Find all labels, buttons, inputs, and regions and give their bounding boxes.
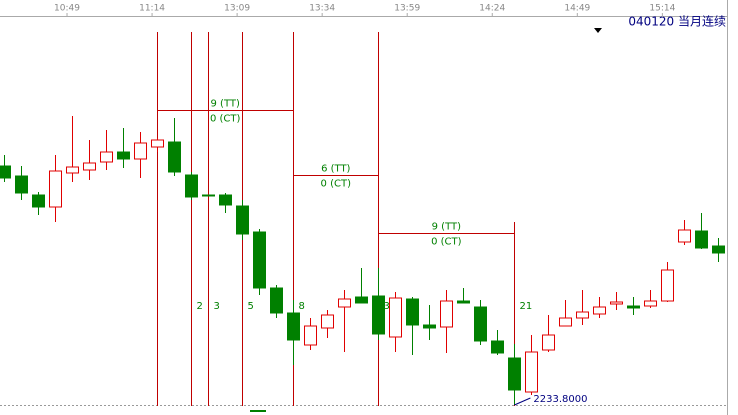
marker-count: 21 bbox=[520, 301, 533, 312]
range-tt: 6 (TT) bbox=[321, 164, 350, 175]
candle-body bbox=[338, 298, 351, 308]
candle-body bbox=[151, 139, 164, 148]
x-tick-label: 15:14 bbox=[649, 4, 675, 14]
scroll-marker bbox=[250, 410, 266, 412]
marker-count: 5 bbox=[248, 301, 254, 312]
marker-count: 8 bbox=[299, 301, 305, 312]
candle-body bbox=[576, 311, 589, 319]
candle-body bbox=[389, 297, 402, 338]
candle-body bbox=[321, 314, 334, 329]
candle-body bbox=[423, 324, 436, 329]
range-tt: 9 (TT) bbox=[211, 99, 240, 110]
candle-body bbox=[0, 165, 11, 179]
x-tick-label: 14:24 bbox=[479, 4, 505, 14]
x-tick-label: 14:49 bbox=[564, 4, 590, 14]
candle-body bbox=[287, 312, 300, 341]
candle-body bbox=[457, 300, 470, 304]
x-tick-label: 10:49 bbox=[54, 4, 80, 14]
candle-body bbox=[83, 162, 96, 171]
range-tt: 9 (TT) bbox=[432, 222, 461, 233]
dropdown-arrow[interactable] bbox=[594, 28, 602, 33]
candle-body bbox=[593, 306, 606, 315]
candle-body bbox=[100, 151, 113, 163]
candle-body bbox=[644, 300, 657, 307]
x-tick-label: 13:59 bbox=[394, 4, 420, 14]
low-label: 2233.8000 bbox=[533, 394, 587, 405]
x-tick-label: 11:14 bbox=[139, 4, 165, 14]
candle-body bbox=[355, 296, 368, 304]
candle-body bbox=[474, 306, 487, 342]
candle-body bbox=[15, 175, 28, 194]
candle-body bbox=[695, 230, 708, 249]
candle-body bbox=[304, 325, 317, 346]
candle-body bbox=[185, 174, 198, 198]
candle-body bbox=[712, 245, 725, 254]
candle-body bbox=[406, 298, 419, 326]
candle-body bbox=[117, 151, 130, 160]
x-tick-label: 13:34 bbox=[309, 4, 335, 14]
candle-body bbox=[525, 351, 538, 393]
candle-body bbox=[202, 194, 215, 197]
low-pointer bbox=[514, 397, 531, 406]
range-ct: 0 (CT) bbox=[431, 237, 462, 248]
marker-count: 2 bbox=[197, 301, 203, 312]
candle-body bbox=[542, 334, 555, 351]
candle-body bbox=[627, 305, 640, 309]
candle-body bbox=[168, 141, 181, 173]
x-tick-label: 13:09 bbox=[224, 4, 250, 14]
candle-body bbox=[134, 142, 147, 160]
candle-body bbox=[236, 205, 249, 235]
candle-body bbox=[559, 317, 572, 327]
range-ct: 0 (CT) bbox=[321, 179, 352, 190]
marker-count: 3 bbox=[384, 301, 390, 312]
candle-body bbox=[32, 194, 45, 208]
candle-body bbox=[491, 340, 504, 354]
candle-body bbox=[661, 269, 674, 302]
candle-body bbox=[508, 357, 521, 391]
candle-body bbox=[610, 301, 623, 305]
candle-body bbox=[440, 300, 453, 328]
candle-body bbox=[678, 229, 691, 243]
candle-body bbox=[253, 231, 266, 289]
range-ct: 0 (CT) bbox=[210, 114, 241, 125]
marker-count: 3 bbox=[214, 301, 220, 312]
candle-body bbox=[66, 166, 79, 174]
candle-body bbox=[372, 295, 385, 335]
candle-body bbox=[49, 170, 62, 208]
chart-title: 040120 当月连续 bbox=[628, 14, 726, 29]
candle-body bbox=[270, 287, 283, 314]
candle-body bbox=[219, 194, 232, 206]
